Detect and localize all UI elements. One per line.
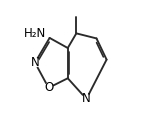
Circle shape xyxy=(44,84,53,92)
Bar xyxy=(27,29,42,38)
Circle shape xyxy=(82,95,91,103)
Text: N: N xyxy=(82,92,91,105)
Text: H₂N: H₂N xyxy=(24,27,46,40)
Text: O: O xyxy=(44,81,53,94)
Circle shape xyxy=(31,58,39,67)
Text: N: N xyxy=(31,56,39,69)
